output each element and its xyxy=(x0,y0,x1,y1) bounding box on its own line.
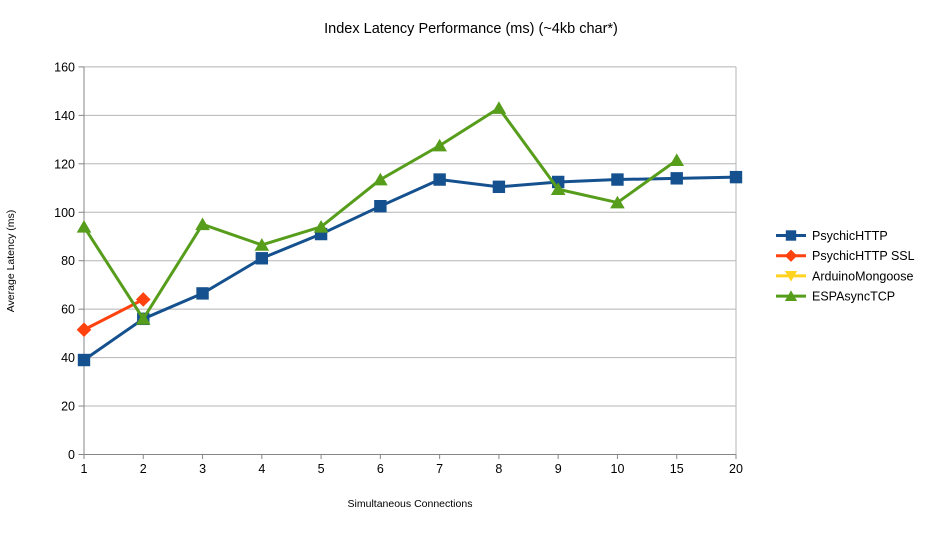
y-tick-label: 160 xyxy=(54,60,75,74)
x-tick-label: 3 xyxy=(199,462,206,476)
legend-item-psychichttp: PsychicHTTP xyxy=(776,229,888,243)
legend-label: PsychicHTTP SSL xyxy=(812,249,915,263)
data-point-marker-psychichttp xyxy=(77,353,91,367)
legend-label: ArduinoMongoose xyxy=(812,269,914,283)
x-tick-label: 1 xyxy=(81,462,88,476)
y-tick-label: 120 xyxy=(54,157,75,171)
y-tick-label: 0 xyxy=(68,448,75,462)
y-axis-title: Average Latency (ms) xyxy=(5,210,17,313)
triangle-up-icon xyxy=(784,290,798,301)
series-line-psychichttp xyxy=(83,175,737,362)
y-tick-label: 20 xyxy=(61,400,75,414)
data-point-marker-psychichttp xyxy=(374,199,387,213)
data-point-marker-psychichttp-ssl xyxy=(76,322,92,338)
y-tick-label: 140 xyxy=(54,109,75,123)
data-point-marker-espasynctcp xyxy=(550,182,566,196)
legend-item-arduinomongoose: ArduinoMongoose xyxy=(776,269,914,283)
data-point-marker-psychichttp-ssl xyxy=(135,292,151,307)
legend-item-psychichttp-ssl: PsychicHTTP SSL xyxy=(776,249,915,263)
series-psychichttp xyxy=(77,170,743,367)
y-tick-label: 80 xyxy=(61,254,75,268)
y-axis-tick-labels: 0 20 40 60 80 100 120 140 160 xyxy=(54,60,75,462)
legend-label: PsychicHTTP xyxy=(812,229,888,243)
data-point-marker-espasynctcp xyxy=(76,219,92,233)
x-tick-label: 9 xyxy=(555,462,562,476)
data-point-marker-espasynctcp xyxy=(669,153,685,166)
axes xyxy=(78,66,737,459)
square-icon xyxy=(785,230,797,241)
x-tick-label: 7 xyxy=(436,462,443,476)
data-point-marker-psychichttp xyxy=(670,172,683,185)
data-point-marker-espasynctcp xyxy=(432,138,447,152)
triangle-down-icon xyxy=(784,271,798,282)
series-espasynctcp xyxy=(76,101,685,325)
data-point-marker-espasynctcp xyxy=(195,217,210,231)
x-tick-label: 6 xyxy=(377,462,384,476)
x-tick-label: 20 xyxy=(729,462,743,476)
data-point-marker-psychichttp xyxy=(611,173,624,186)
data-point-marker-espasynctcp xyxy=(610,195,625,209)
legend-item-espasynctcp: ESPAsyncTCP xyxy=(776,290,895,304)
data-point-marker-espasynctcp xyxy=(135,312,151,325)
data-point-marker-psychichttp xyxy=(433,173,446,186)
x-tick-label: 15 xyxy=(670,462,684,476)
y-tick-label: 100 xyxy=(54,206,75,220)
data-point-marker-espasynctcp xyxy=(254,238,270,251)
y-tick-label: 40 xyxy=(61,351,75,365)
series-line-espasynctcp xyxy=(82,106,678,322)
chart-legend: PsychicHTTP PsychicHTTP SSL ArduinoMongoos… xyxy=(776,229,915,304)
data-point-marker-espasynctcp xyxy=(313,219,329,233)
data-point-marker-espasynctcp xyxy=(373,172,388,186)
data-point-marker-psychichttp xyxy=(255,252,269,265)
y-tick-label: 60 xyxy=(61,303,75,317)
x-axis-title: Simultaneous Connections xyxy=(348,498,473,510)
x-tick-label: 2 xyxy=(140,462,147,476)
x-tick-label: 5 xyxy=(318,462,325,476)
data-point-marker-psychichttp xyxy=(492,180,506,194)
diamond-icon xyxy=(784,249,798,262)
data-point-marker-psychichttp xyxy=(729,170,743,184)
gridlines xyxy=(84,66,737,455)
x-axis-tick-labels: 1 2 3 4 5 6 7 8 9 10 15 20 xyxy=(81,462,743,476)
data-point-marker-psychichttp xyxy=(196,287,209,300)
data-point-marker-espasynctcp xyxy=(491,101,507,114)
series-lines xyxy=(76,101,743,367)
legend-label: ESPAsyncTCP xyxy=(812,290,895,304)
x-tick-label: 8 xyxy=(495,462,502,476)
x-tick-label: 10 xyxy=(611,462,625,476)
chart-title: Index Latency Performance (ms) (~4kb cha… xyxy=(324,21,618,37)
x-tick-label: 4 xyxy=(258,462,265,476)
